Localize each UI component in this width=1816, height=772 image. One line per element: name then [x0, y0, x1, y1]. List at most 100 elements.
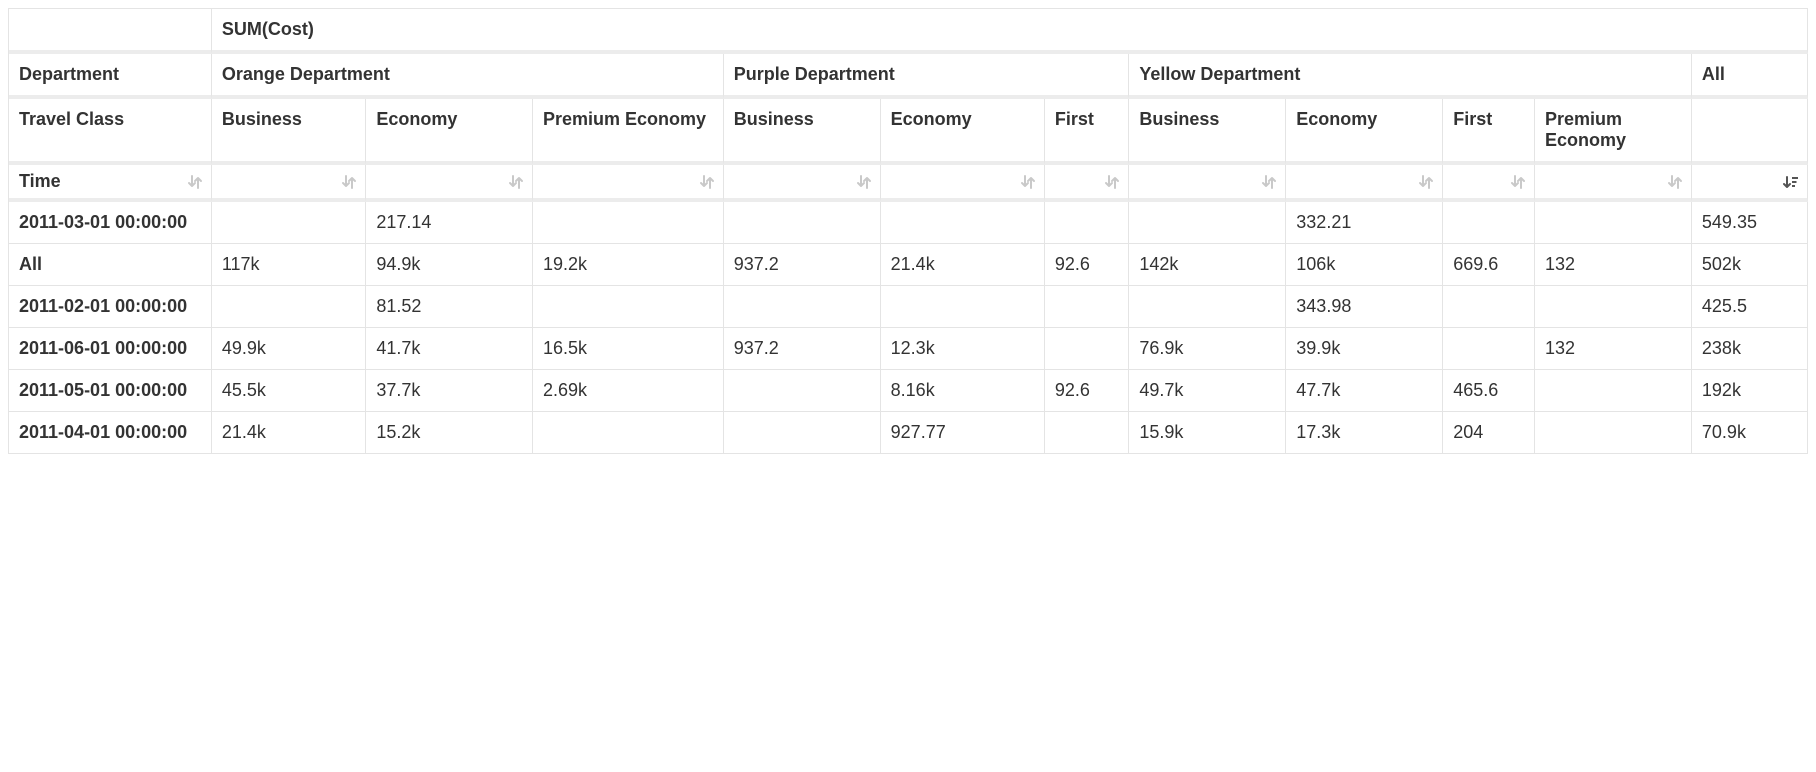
sort-col-6[interactable] [1129, 165, 1286, 202]
table-row: 2011-06-01 00:00:00 49.9k 41.7k 16.5k 93… [9, 328, 1808, 370]
cell [1045, 286, 1130, 328]
cell [724, 286, 881, 328]
cell [212, 286, 367, 328]
cell: 142k [1129, 244, 1286, 286]
sort-col-5[interactable] [1045, 165, 1130, 202]
cell: 92.6 [1045, 244, 1130, 286]
cell: 465.6 [1443, 370, 1535, 412]
table-row: 2011-03-01 00:00:00 217.14 332.21 549.35 [9, 202, 1808, 244]
cell [1535, 412, 1692, 454]
sort-icon [187, 174, 203, 190]
sort-icon [1418, 174, 1434, 190]
cell [1443, 202, 1535, 244]
cell [1129, 286, 1286, 328]
dim-department-label: Department [9, 54, 212, 99]
cell [533, 412, 724, 454]
sort-icon [1104, 174, 1120, 190]
cell: 81.52 [366, 286, 533, 328]
table-row: 2011-04-01 00:00:00 21.4k 15.2k 927.77 1… [9, 412, 1808, 454]
sort-icon [856, 174, 872, 190]
row-header[interactable]: 2011-02-01 00:00:00 [9, 286, 212, 328]
cell: 92.6 [1045, 370, 1130, 412]
col-header-yellow-premium-economy[interactable]: Premium Economy [1535, 99, 1692, 165]
col-header-yellow-dept[interactable]: Yellow Department [1129, 54, 1692, 99]
cell: 15.9k [1129, 412, 1286, 454]
cell [881, 202, 1045, 244]
sort-icon [699, 174, 715, 190]
sort-col-0[interactable] [212, 165, 367, 202]
cell-all: 549.35 [1692, 202, 1808, 244]
cell: 76.9k [1129, 328, 1286, 370]
table-row: 2011-05-01 00:00:00 45.5k 37.7k 2.69k 8.… [9, 370, 1808, 412]
cell [724, 370, 881, 412]
sort-col-7[interactable] [1286, 165, 1443, 202]
col-header-yellow-business[interactable]: Business [1129, 99, 1286, 165]
sort-col-9[interactable] [1535, 165, 1692, 202]
sort-icon [1020, 174, 1036, 190]
cell: 132 [1535, 328, 1692, 370]
cell [1129, 202, 1286, 244]
cell: 669.6 [1443, 244, 1535, 286]
cell: 106k [1286, 244, 1443, 286]
cell: 21.4k [212, 412, 367, 454]
cell [1045, 328, 1130, 370]
col-header-orange-economy[interactable]: Economy [366, 99, 533, 165]
cell: 16.5k [533, 328, 724, 370]
cell: 94.9k [366, 244, 533, 286]
cell: 117k [212, 244, 367, 286]
sort-col-4[interactable] [881, 165, 1045, 202]
cell: 41.7k [366, 328, 533, 370]
measure-header: SUM(Cost) [212, 9, 1808, 54]
cell: 217.14 [366, 202, 533, 244]
col-header-purple-business[interactable]: Business [724, 99, 881, 165]
sort-col-all[interactable] [1692, 165, 1808, 202]
col-header-orange-business[interactable]: Business [212, 99, 367, 165]
cell [1045, 202, 1130, 244]
sort-col-1[interactable] [366, 165, 533, 202]
cell [1443, 328, 1535, 370]
sort-col-2[interactable] [533, 165, 724, 202]
sort-icon [508, 174, 524, 190]
col-header-purple-dept[interactable]: Purple Department [724, 54, 1130, 99]
col-header-orange-dept[interactable]: Orange Department [212, 54, 724, 99]
row-header[interactable]: 2011-06-01 00:00:00 [9, 328, 212, 370]
row-header[interactable]: All [9, 244, 212, 286]
cell-all: 425.5 [1692, 286, 1808, 328]
cell: 47.7k [1286, 370, 1443, 412]
table-row: All 117k 94.9k 19.2k 937.2 21.4k 92.6 14… [9, 244, 1808, 286]
col-header-all[interactable]: All [1692, 54, 1808, 99]
cell: 937.2 [724, 244, 881, 286]
cell [533, 286, 724, 328]
cell: 45.5k [212, 370, 367, 412]
row-header[interactable]: 2011-05-01 00:00:00 [9, 370, 212, 412]
sort-col-3[interactable] [724, 165, 881, 202]
cell: 2.69k [533, 370, 724, 412]
row-header[interactable]: 2011-04-01 00:00:00 [9, 412, 212, 454]
sort-icon [1261, 174, 1277, 190]
col-header-purple-economy[interactable]: Economy [881, 99, 1045, 165]
cell: 19.2k [533, 244, 724, 286]
cell [1443, 286, 1535, 328]
col-header-orange-premium-economy[interactable]: Premium Economy [533, 99, 724, 165]
row-header[interactable]: 2011-03-01 00:00:00 [9, 202, 212, 244]
cell: 49.7k [1129, 370, 1286, 412]
cell: 8.16k [881, 370, 1045, 412]
cell: 937.2 [724, 328, 881, 370]
cell [533, 202, 724, 244]
dim-travel-class-label: Travel Class [9, 99, 212, 165]
cell [881, 286, 1045, 328]
col-header-yellow-first[interactable]: First [1443, 99, 1535, 165]
cell: 49.9k [212, 328, 367, 370]
dim-time-label-cell[interactable]: Time [9, 165, 212, 202]
cell [1045, 412, 1130, 454]
dim-time-label: Time [19, 171, 61, 191]
sort-col-8[interactable] [1443, 165, 1535, 202]
col-header-purple-first[interactable]: First [1045, 99, 1130, 165]
col-header-yellow-economy[interactable]: Economy [1286, 99, 1443, 165]
table-row: 2011-02-01 00:00:00 81.52 343.98 425.5 [9, 286, 1808, 328]
sort-desc-icon [1783, 174, 1799, 190]
cell [212, 202, 367, 244]
pivot-table: SUM(Cost) Department Orange Department P… [8, 8, 1808, 454]
sort-icon [341, 174, 357, 190]
cell: 15.2k [366, 412, 533, 454]
